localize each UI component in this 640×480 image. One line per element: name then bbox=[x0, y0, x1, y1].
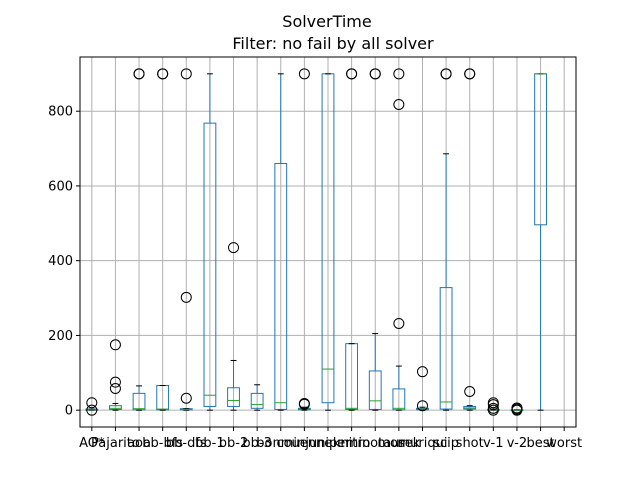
box-group bbox=[274, 73, 288, 411]
x-tick-label: v-1 bbox=[483, 436, 503, 451]
box-group bbox=[227, 242, 240, 411]
x-tick-label: bb-2 bbox=[219, 436, 248, 451]
box-group bbox=[179, 68, 193, 411]
box-group bbox=[368, 68, 382, 411]
y-tick-label: 800 bbox=[48, 105, 73, 120]
flier-point bbox=[298, 398, 310, 410]
flier-point bbox=[86, 404, 98, 416]
flier-point bbox=[180, 68, 192, 80]
x-tick-label: shot bbox=[456, 436, 484, 451]
x-tick-label: minotaur bbox=[346, 436, 406, 451]
x-tick-label: scip bbox=[433, 436, 459, 451]
flier-point bbox=[511, 404, 523, 416]
box-group bbox=[416, 366, 429, 412]
x-tick-label: juniper bbox=[304, 436, 351, 451]
box-group bbox=[156, 68, 170, 411]
box-group bbox=[85, 397, 99, 416]
grid-layer bbox=[80, 57, 576, 427]
flier-point bbox=[393, 98, 405, 110]
x-tick-label: mosek bbox=[377, 436, 420, 451]
x-tick-label: bb-1 bbox=[195, 436, 224, 451]
plot-frame bbox=[79, 56, 577, 428]
flier-point bbox=[416, 366, 428, 378]
box-group bbox=[392, 68, 406, 411]
flier-point bbox=[346, 68, 358, 80]
flier-point bbox=[393, 68, 405, 80]
flier-point bbox=[393, 317, 405, 329]
flier-point bbox=[416, 400, 428, 412]
x-tick-label: worst bbox=[546, 436, 582, 451]
flier-point bbox=[440, 68, 452, 80]
x-tick-label: bb-bfs bbox=[142, 436, 183, 451]
chart-subtitle: Filter: no fail by all solver bbox=[232, 34, 434, 53]
flier-point bbox=[109, 376, 121, 388]
x-tick-label: bb-3 bbox=[242, 436, 271, 451]
flier-point bbox=[109, 339, 121, 351]
box-layer bbox=[85, 68, 547, 416]
y-tick-label: 600 bbox=[48, 179, 73, 194]
x-tick-label: AO* bbox=[79, 436, 105, 451]
box-group bbox=[109, 339, 122, 411]
flier-point bbox=[464, 68, 476, 80]
flier-point bbox=[487, 404, 499, 416]
flier-point bbox=[464, 385, 476, 397]
box-group bbox=[250, 384, 264, 411]
box-group bbox=[345, 68, 359, 411]
y-tick-label: 0 bbox=[65, 404, 73, 419]
flier-point bbox=[109, 383, 121, 395]
box-group bbox=[463, 68, 477, 411]
box-group bbox=[132, 68, 146, 411]
x-tick-label: best bbox=[527, 436, 555, 451]
flier-point bbox=[180, 291, 192, 303]
chart-title: SolverTime bbox=[282, 12, 371, 31]
flier-point bbox=[298, 68, 310, 80]
box-group bbox=[439, 68, 453, 411]
x-tick-label: Pajarito bbox=[91, 436, 140, 451]
box-group bbox=[510, 402, 524, 416]
x-tick-label: bonmin bbox=[256, 436, 305, 451]
flier-point bbox=[369, 68, 381, 80]
y-tick-label: 400 bbox=[48, 254, 73, 269]
box-group bbox=[486, 397, 500, 416]
axis-layer: 0200400600800AO*Pajaritoaoabb-bfsbb-dfsb… bbox=[48, 105, 582, 451]
flier-point bbox=[133, 68, 145, 80]
flier-point bbox=[487, 399, 499, 411]
flier-point bbox=[228, 242, 240, 254]
flier-point bbox=[86, 397, 98, 409]
x-tick-label: aoa bbox=[127, 436, 151, 451]
x-tick-label: couenne bbox=[276, 436, 332, 451]
y-tick-label: 200 bbox=[48, 329, 73, 344]
x-tick-label: bb-dfs bbox=[166, 436, 207, 451]
box-group bbox=[297, 68, 311, 411]
box-group bbox=[534, 73, 547, 411]
flier-point bbox=[180, 392, 192, 404]
x-tick-label: knitro bbox=[333, 436, 371, 451]
box-group bbox=[203, 73, 217, 411]
x-tick-label: v-2 bbox=[507, 436, 527, 451]
flier-point bbox=[157, 68, 169, 80]
box-group bbox=[321, 73, 335, 411]
x-tick-label: muriqui bbox=[397, 436, 447, 451]
